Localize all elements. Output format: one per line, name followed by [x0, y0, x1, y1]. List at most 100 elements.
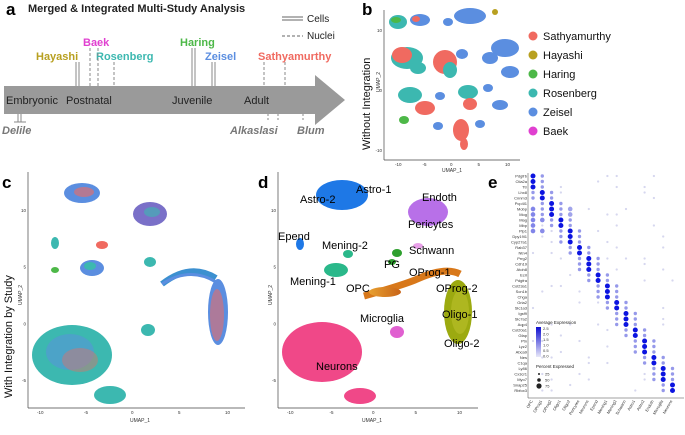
- dotplot-dot: [588, 356, 590, 358]
- dotplot-dot: [586, 267, 591, 272]
- dotplot-dot: [588, 208, 590, 210]
- dotplot-dot: [606, 279, 609, 282]
- dotplot-dot: [643, 263, 645, 265]
- x-tick-label: -10: [287, 410, 294, 415]
- dotplot-dot: [531, 185, 536, 190]
- x-tick-label: -10: [395, 162, 402, 167]
- dotplot-dot: [540, 196, 545, 201]
- dotplot-dot: [596, 268, 599, 271]
- dotplot-dot: [569, 384, 571, 386]
- dotplot-dot: [634, 389, 636, 391]
- dotplot-dot: [624, 334, 627, 337]
- y-tick-label: 0: [379, 88, 382, 93]
- gene-label: Lyz2: [519, 344, 528, 349]
- gene-label: Mog: [519, 212, 527, 217]
- gene-label: Prrg2: [517, 256, 528, 261]
- dotplot-dot: [671, 378, 674, 381]
- gene-label: Scn1b: [516, 289, 528, 294]
- dotplot-dot: [643, 356, 646, 359]
- legend-label: Hayashi: [543, 50, 583, 62]
- gene-label: Snap25: [513, 383, 528, 388]
- dotplot-dot: [559, 240, 562, 243]
- dotplot-dot: [532, 307, 534, 309]
- dotplot-dot: [606, 301, 609, 304]
- dotplot-dot: [662, 383, 665, 386]
- dotplot-dot: [532, 252, 534, 254]
- panel-d: d UMAP_2 UMAP_1 -10 -5 0 5 10 1050-5 Astro-2…: [258, 172, 479, 424]
- dotplot-dot: [568, 240, 573, 245]
- dotplot-dot: [634, 323, 637, 326]
- dotplot-dot: [559, 213, 562, 216]
- panel-c-yaxis: UMAP_2: [18, 285, 24, 305]
- dotplot-dot: [653, 224, 655, 226]
- gene-label: Nes: [520, 355, 527, 360]
- legend-swatch-icon: [529, 70, 538, 79]
- dotplot-dot: [559, 235, 562, 238]
- dotplot-dots: [531, 174, 676, 394]
- gene-label: Ly86: [518, 366, 527, 371]
- dotplot-dot: [541, 180, 544, 183]
- study-sathyamurthy: Sathyamurthy: [258, 51, 332, 63]
- dotplot-dot: [670, 383, 675, 388]
- dotplot-dot: [652, 345, 655, 348]
- panel-b: b Without Integration UMAP_2 UMAP_1 -10-…: [361, 0, 611, 174]
- dotplot-dot: [615, 284, 618, 287]
- dotplot-dot: [541, 235, 543, 237]
- dotplot-dot: [615, 312, 618, 315]
- dotplot-dot: [624, 317, 629, 322]
- dotplot-dot: [616, 246, 618, 248]
- dotplot-dot: [569, 224, 572, 227]
- x-tick-label: -5: [330, 410, 334, 415]
- dotplot-dot: [578, 229, 581, 232]
- legend-swatch-icon: [529, 32, 538, 41]
- study-rosenberg: Rosenberg: [96, 51, 153, 63]
- dotplot-dot: [596, 257, 599, 260]
- panel-b-xticks: -10 -5 0 5 10: [395, 162, 511, 167]
- panel-c-xaxis: UMAP_1: [130, 418, 150, 424]
- dotplot-dot: [588, 362, 590, 364]
- dotplot-dot: [578, 235, 581, 238]
- gene-label: Gria2: [517, 300, 528, 305]
- gene-label: Pcp4l1: [515, 201, 528, 206]
- y-tick-label: -10: [375, 148, 382, 153]
- panel-b-ylabel: Without Integration: [361, 58, 373, 150]
- dotplot-dot: [550, 230, 552, 232]
- dotplot-dot: [615, 317, 618, 320]
- dotplot-dot: [616, 175, 618, 177]
- stage-juvenile: Juvenile: [172, 95, 212, 107]
- avg-tick-label: 2.0: [543, 332, 549, 337]
- gene-label: Lhx8: [518, 190, 527, 195]
- gene-label: Mbp: [519, 223, 528, 228]
- dotplot-dot: [616, 186, 618, 188]
- dotplot-dot: [532, 340, 534, 342]
- y-tick-label: 5: [23, 265, 26, 270]
- dotplot-dot: [549, 201, 554, 206]
- dotplot-dot: [662, 246, 664, 248]
- dotplot-dot: [614, 306, 619, 311]
- dotplot-dot: [550, 196, 553, 199]
- panel-c-ylabel: With Integration by Study: [3, 275, 15, 398]
- dotplot-dot: [531, 179, 536, 184]
- dotplot-dot: [662, 323, 664, 325]
- dotplot-dot: [615, 323, 618, 326]
- panel-c-umap: [32, 183, 228, 404]
- dotplot-dot: [550, 218, 553, 221]
- dotplot-dot: [531, 212, 536, 217]
- avg-tick-label: 2.5: [543, 326, 549, 331]
- dotplot-dot: [531, 229, 536, 234]
- dotplot-dot: [568, 234, 573, 239]
- x-tick-label: 10: [505, 162, 511, 167]
- avg-tick-label: 0.5: [543, 348, 549, 353]
- study-zeisel: Zeisel: [205, 51, 236, 63]
- dotplot-dot: [550, 241, 552, 243]
- dotplot-dot: [634, 345, 637, 348]
- panel-a: a Merged & Integrated Multi-Study Analys…: [2, 0, 345, 137]
- study-haring: Haring: [180, 37, 215, 49]
- x-tick-label: -5: [423, 162, 427, 167]
- dotplot-dot: [541, 185, 544, 188]
- dotplot-dot: [634, 350, 637, 353]
- legend-swatch-icon: [529, 51, 538, 60]
- dotplot-dot: [661, 377, 666, 382]
- dotplot-dot: [559, 202, 562, 205]
- dotplot-dot: [550, 224, 553, 227]
